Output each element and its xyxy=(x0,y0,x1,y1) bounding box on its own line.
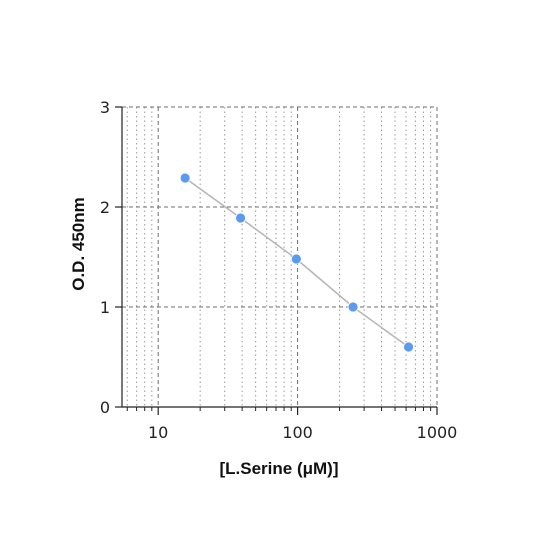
y-tick-label: 3 xyxy=(100,98,110,117)
grid xyxy=(122,106,438,407)
x-tick-label: 100 xyxy=(282,423,313,442)
y-tick-label: 0 xyxy=(100,398,110,417)
data-point xyxy=(347,301,359,313)
y-tick-label: 1 xyxy=(100,298,110,317)
y-axis-title: O.D. 450nm xyxy=(69,197,88,291)
data-point xyxy=(290,253,302,265)
data-point xyxy=(179,172,191,184)
axes: 0 1 2 3 10 100 1000 xyxy=(100,98,458,442)
x-tick-label: 10 xyxy=(148,423,168,442)
data-series xyxy=(179,172,414,353)
data-point xyxy=(235,212,246,224)
data-point xyxy=(403,341,414,353)
y-tick-label: 2 xyxy=(100,198,110,217)
x-axis-title: [L.Serine (μM)] xyxy=(219,459,338,478)
x-tick-label: 1000 xyxy=(417,423,458,442)
